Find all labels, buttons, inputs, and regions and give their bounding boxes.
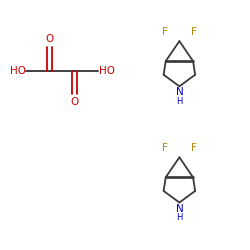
- Text: F: F: [191, 27, 197, 37]
- Text: N: N: [176, 204, 183, 214]
- Text: HO: HO: [99, 66, 115, 76]
- Text: F: F: [162, 27, 168, 37]
- Text: N: N: [176, 87, 183, 97]
- Text: HO: HO: [10, 66, 26, 76]
- Text: O: O: [46, 34, 54, 44]
- Text: O: O: [70, 97, 78, 107]
- Text: F: F: [162, 143, 168, 153]
- Text: H: H: [176, 213, 182, 222]
- Text: H: H: [176, 97, 182, 106]
- Text: F: F: [191, 143, 197, 153]
